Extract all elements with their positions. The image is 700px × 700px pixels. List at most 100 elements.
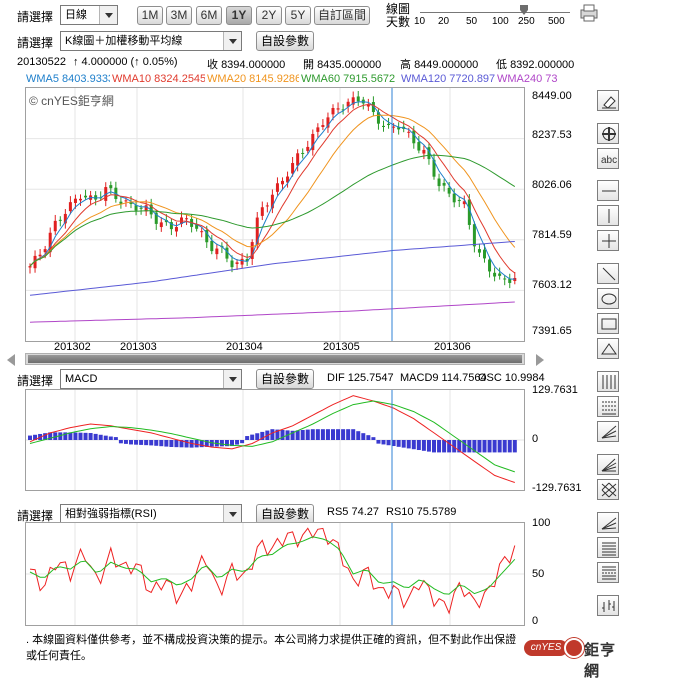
price-x-tick: 201304 [226,341,263,353]
line-count-label-2: 天數 [386,15,411,29]
osc-bar [149,440,154,446]
crosshair-tool-icon[interactable] [597,123,619,144]
speed-line-tool-icon[interactable] [597,454,619,475]
scroll-right-arrow[interactable] [535,354,545,366]
candle-body [387,123,391,126]
fan-line-tool-icon[interactable] [597,421,619,442]
price-x-tick: 201303 [120,341,157,353]
vertical-line-tool-icon[interactable] [597,205,619,226]
range-button-6m[interactable]: 6M [196,6,222,25]
rsi-indicator-select[interactable]: 相對強弱指標(RSI) [60,504,242,524]
candle-body [498,273,502,276]
ma-legend-item: WMA5 8403.9333 [26,73,110,85]
candle-body [230,260,234,268]
quote-low: 低 8392.000000 [496,59,575,71]
candlestick-tool-icon[interactable] [597,595,619,616]
cnyes-logo[interactable]: cnYES 鉅亨網 [524,636,620,680]
slider-thumb[interactable] [520,5,528,15]
main-indicator-select[interactable]: K線圖＋加權移動平均線 [60,31,242,51]
ma-legend-item: WMA60 7915.5672 [301,73,396,85]
osc-bar [437,440,442,453]
candle-body [462,201,466,205]
ellipse-tool-icon[interactable] [597,288,619,309]
candle-body [397,127,401,130]
arc-fan-tool-icon[interactable] [597,512,619,533]
ma-legend-item: WMA120 7720.897 [401,73,495,85]
range-button-2y[interactable]: 2Y [256,6,282,25]
osc-bar [245,436,250,440]
price-chart[interactable]: © cnYES鉅亨網 [25,87,525,342]
osc-bar [315,429,320,440]
period-select[interactable]: 日線 [60,5,118,25]
osc-bar [48,432,53,440]
candle-body [291,162,295,174]
candle-body [134,205,138,211]
cross-line-tool-icon[interactable] [597,230,619,251]
triangle-tool-icon[interactable] [597,338,619,359]
ma-line [29,103,516,274]
rsi-params-button[interactable]: 自設參數 [256,504,314,524]
osc-bar [224,440,229,447]
percent-lines-tool-icon[interactable] [597,562,619,583]
candle-body [139,207,143,209]
candle-body [185,218,189,220]
eraser-tool-icon[interactable] [597,90,619,111]
macd-params-button[interactable]: 自設參數 [256,369,314,389]
osc-bar [300,429,305,440]
horizontal-line-tool-icon[interactable] [597,180,619,201]
globe-icon [564,638,584,658]
print-icon[interactable] [578,3,600,23]
watermark: © cnYES鉅亨網 [29,94,114,108]
osc-bar [356,431,361,440]
osc-bar [113,437,118,440]
macd-y-max: 129.7631 [532,384,578,396]
fibonacci-tool-icon[interactable] [597,537,619,558]
line-count-slider[interactable]: 10 20 50 100 250 500 [414,5,572,27]
range-button-3m[interactable]: 3M [166,6,192,25]
osc-bar [179,440,184,448]
osc-bar [43,433,48,440]
osc-bar [250,434,255,440]
candle-body [255,217,259,246]
range-button-1m[interactable]: 1M [137,6,163,25]
candle-body [169,222,173,230]
candle-body [407,131,411,133]
gann-grid-tool-icon[interactable] [597,479,619,500]
period-select-label: 請選擇 [17,10,54,24]
macd-chart[interactable] [25,389,525,491]
candle-body [483,249,486,259]
rsi-chart[interactable] [25,522,525,626]
osc-bar [28,435,32,440]
range-button-1y[interactable]: 1Y [226,6,252,25]
main-params-button[interactable]: 自設參數 [256,31,314,51]
logo-text: 鉅亨網 [584,642,617,680]
text-tool-icon[interactable]: abc [597,148,619,169]
candle-body [311,133,315,151]
slider-track [420,12,570,13]
trend-line-tool-icon[interactable] [597,263,619,284]
ma-legend-item: WMA20 8145.9286 [207,73,299,85]
rectangle-tool-icon[interactable] [597,313,619,334]
candle-body [43,249,47,253]
price-y-tick: 7814.59 [532,229,572,241]
scroll-left-arrow[interactable] [6,354,16,366]
candle-body [200,231,204,233]
candle-body [58,219,62,221]
scrollbar-track[interactable] [25,353,525,365]
macd-indicator-select[interactable]: MACD [60,369,242,389]
horizontal-grid-tool-icon[interactable] [597,396,619,417]
osc-bar [507,440,512,453]
osc-bar [275,429,280,440]
scrollbar-thumb[interactable] [28,355,522,363]
osc-bar [53,432,58,440]
osc-bar [270,429,275,440]
osc-bar [447,440,452,453]
vertical-grid-tool-icon[interactable] [597,371,619,392]
osc-bar [159,440,164,447]
custom-range-button[interactable]: 自訂區間 [314,6,370,25]
candle-body [124,200,128,202]
range-button-5y[interactable]: 5Y [285,6,311,25]
dif-line [29,395,515,483]
candle-body [488,259,492,272]
candle-body [366,104,370,107]
